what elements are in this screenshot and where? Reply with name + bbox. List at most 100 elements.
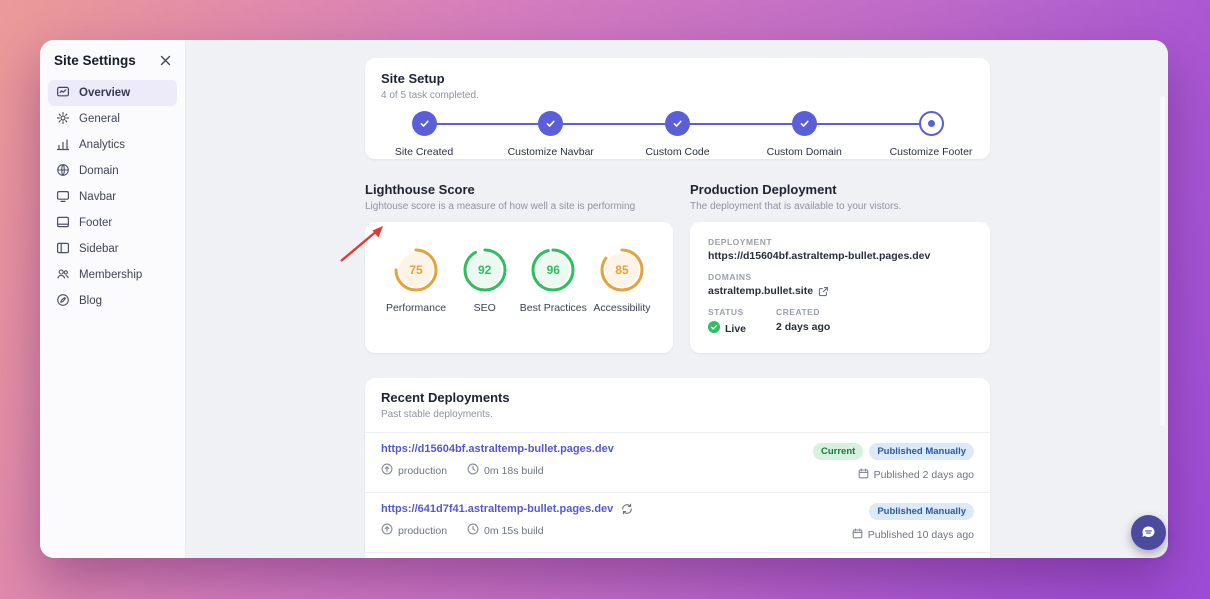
environment-label: production: [398, 524, 448, 537]
deployment-row-right: Current Published Manually Published 2 d…: [813, 443, 974, 482]
footer-icon: [56, 215, 70, 232]
sidebar-item-footer[interactable]: Footer: [48, 210, 177, 236]
recent-deployments-header: Recent Deployments Past stable deploymen…: [365, 378, 990, 433]
gauge-seo: 92 SEO: [454, 247, 516, 353]
sidebar-item-label: General: [79, 113, 120, 125]
gauge-value: 85: [615, 263, 629, 277]
sidebar-header: Site Settings: [48, 53, 177, 80]
environment-icon: [381, 523, 393, 538]
lighthouse-title: Lighthouse Score: [365, 182, 475, 197]
gauge-label: Accessibility: [593, 302, 651, 314]
published-manually-badge: Published Manually: [869, 503, 974, 520]
deployment-label: DEPLOYMENT: [708, 237, 773, 247]
gauge-value: 75: [409, 263, 423, 277]
step-label: Site Created: [394, 146, 454, 158]
deployment-row: https://641d7f41.astraltemp-bullet.pages…: [365, 493, 990, 553]
step-check-icon: [665, 111, 690, 136]
environment-icon: [381, 463, 393, 478]
sidebar-item-label: Sidebar: [79, 243, 119, 255]
sidebar-item-membership[interactable]: Membership: [48, 262, 177, 288]
production-subtitle: The deployment that is available to your…: [690, 201, 902, 212]
lighthouse-section-header: Lighthouse Score Lightouse score is a me…: [365, 182, 685, 212]
blog-icon: [56, 293, 70, 310]
sidebar-item-overview[interactable]: Overview: [48, 80, 177, 106]
sidebar-item-label: Analytics: [79, 139, 126, 151]
sidebar-panel-icon: [56, 241, 70, 258]
navbar-icon: [56, 189, 70, 206]
step-label: Customize Navbar: [507, 146, 594, 158]
gauge-value: 96: [546, 263, 560, 277]
site-settings-panel: Site Settings Overview General Analytics…: [40, 40, 1168, 558]
status-field: STATUS Live: [708, 307, 746, 336]
deployment-row-left: https://641d7f41.astraltemp-bullet.pages…: [381, 503, 633, 542]
current-badge: Current: [813, 443, 864, 460]
setup-stepper: Site Created Customize Navbar Custom Cod…: [381, 111, 974, 158]
content-area: Site Setup 4 of 5 task completed. Site C…: [186, 40, 1168, 558]
sidebar-item-domain[interactable]: Domain: [48, 158, 177, 184]
overview-icon: [56, 85, 70, 102]
scrollbar-thumb[interactable]: [1160, 96, 1165, 426]
gauge-label: Best Practices: [519, 302, 587, 314]
recent-deployments-card: Recent Deployments Past stable deploymen…: [365, 378, 990, 558]
sidebar-item-label: Blog: [79, 295, 103, 307]
step-check-icon: [538, 111, 564, 136]
deployment-row-left: https://d15604bf.astraltemp-bullet.pages…: [381, 443, 614, 482]
deployment-row: https://e5e0812f.astraltemp-bullet.pages…: [365, 553, 990, 558]
environment-label: production: [398, 464, 448, 477]
sidebar-item-analytics[interactable]: Analytics: [48, 132, 177, 158]
created-label: CREATED: [776, 307, 820, 317]
deployment-row-right: Published Manually Published 10 days ago: [852, 503, 974, 542]
recent-deployments-title: Recent Deployments: [381, 390, 510, 405]
sidebar-item-label: Footer: [79, 217, 113, 229]
sidebar: Site Settings Overview General Analytics…: [40, 40, 186, 558]
site-setup-title: Site Setup: [381, 71, 445, 86]
live-check-icon: [708, 321, 720, 336]
gauge-value: 92: [477, 263, 492, 277]
step-current-icon: [918, 111, 944, 136]
rollback-icon[interactable]: [621, 503, 633, 515]
production-title: Production Deployment: [690, 182, 837, 197]
sidebar-nav: Overview General Analytics Domain Navbar…: [48, 80, 177, 314]
gauge-label: Performance: [385, 302, 447, 314]
globe-icon: [56, 163, 70, 180]
production-section-header: Production Deployment The deployment tha…: [690, 182, 990, 212]
build-time: 0m 18s build: [484, 464, 544, 477]
sidebar-item-label: Navbar: [79, 191, 117, 203]
deployment-url-link[interactable]: https://d15604bf.astraltemp-bullet.pages…: [381, 443, 614, 455]
calendar-icon: [858, 468, 869, 482]
status-label: STATUS: [708, 307, 744, 317]
deployment-url-link[interactable]: https://641d7f41.astraltemp-bullet.pages…: [381, 503, 614, 515]
sidebar-item-blog[interactable]: Blog: [48, 288, 177, 314]
domain-value: astraltemp.bullet.site: [708, 285, 814, 297]
sidebar-item-label: Membership: [79, 269, 143, 281]
close-icon[interactable]: [158, 53, 173, 68]
members-icon: [56, 267, 70, 284]
status-value: Live: [725, 322, 747, 335]
sidebar-item-sidebar[interactable]: Sidebar: [48, 236, 177, 262]
step-customize-navbar: Customize Navbar: [508, 111, 594, 158]
sidebar-item-navbar[interactable]: Navbar: [48, 184, 177, 210]
production-card: DEPLOYMENT https://d15604bf.astraltemp-b…: [690, 222, 990, 353]
step-site-created: Site Created: [381, 111, 467, 158]
clock-icon: [467, 463, 479, 478]
published-date: Published 2 days ago: [873, 469, 974, 481]
gear-icon: [56, 111, 70, 128]
sidebar-item-general[interactable]: General: [48, 106, 177, 132]
external-link-icon[interactable]: [818, 286, 829, 297]
gauge-accessibility: 85 Accessibility: [591, 247, 653, 353]
published-date: Published 10 days ago: [867, 529, 974, 541]
lighthouse-subtitle: Lightouse score is a measure of how well…: [365, 201, 636, 212]
sidebar-title: Site Settings: [54, 53, 136, 68]
step-label: Custom Domain: [766, 146, 842, 158]
build-time: 0m 15s build: [484, 524, 544, 537]
step-custom-code: Custom Code: [635, 111, 721, 158]
gauge-performance: 75 Performance: [385, 247, 447, 353]
site-setup-card: Site Setup 4 of 5 task completed. Site C…: [365, 58, 990, 159]
clock-icon: [467, 523, 479, 538]
bar-chart-icon: [56, 137, 70, 154]
step-custom-domain: Custom Domain: [761, 111, 847, 158]
deployment-row: https://d15604bf.astraltemp-bullet.pages…: [365, 433, 990, 493]
chat-bubble-icon: [1140, 524, 1157, 541]
step-label: Customize Footer: [889, 146, 973, 158]
chat-button[interactable]: [1131, 515, 1166, 550]
